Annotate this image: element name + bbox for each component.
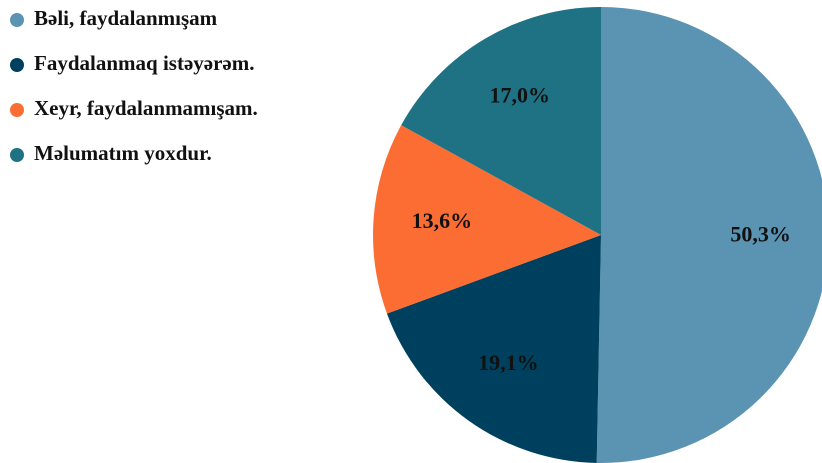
pie-slice [386,235,601,463]
legend-label: Bəli, faydalanmışam [34,6,218,30]
data-label: 19,1% [478,350,539,375]
legend-label: Faydalanmaq istəyərəm. [34,51,254,75]
pie-slice [401,7,601,235]
pie-slice [596,7,822,463]
data-label: 13,6% [412,208,473,233]
legend-marker [10,148,24,162]
pie-slice [373,125,601,314]
legend-label: Xeyr, faydalanmamışam. [34,96,258,120]
legend-marker [10,58,24,72]
data-label: 50,3% [730,222,791,247]
legend-marker [10,13,24,27]
legend-label: Məlumatım yoxdur. [34,141,212,165]
data-label: 17,0% [490,83,551,108]
legend-marker [10,103,24,117]
